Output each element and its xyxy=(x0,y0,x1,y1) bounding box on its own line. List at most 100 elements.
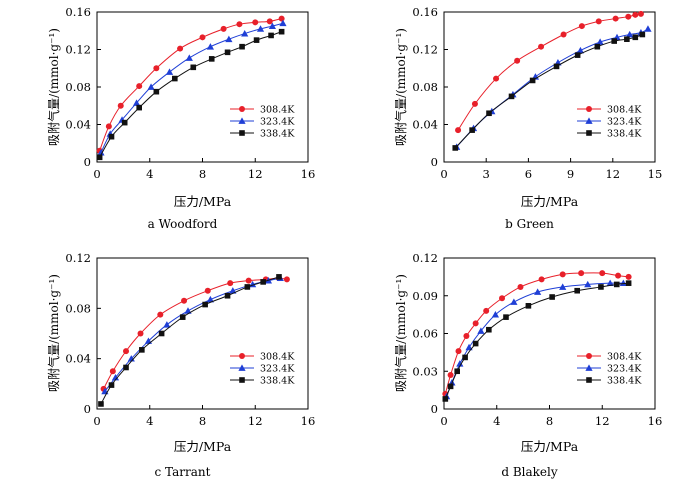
data-point-323.4K xyxy=(456,360,464,367)
y-tick-label: 0.09 xyxy=(412,289,438,303)
data-point-308.4K xyxy=(493,75,500,82)
legend-marker xyxy=(586,106,592,112)
data-point-338.4K xyxy=(179,314,186,320)
data-point-338.4K xyxy=(268,32,274,39)
data-point-323.4K xyxy=(644,25,652,32)
chart-panel-4: 0 4 8 12 16 0 0.03 0.06 0.09 0.12 压力/MPa 吸附气量/(mmol… xyxy=(393,251,662,479)
data-point-338.4K xyxy=(442,396,449,402)
legend-label: 338.4K xyxy=(260,376,295,387)
data-point-308.4K xyxy=(637,10,644,17)
data-point-308.4K xyxy=(514,57,521,64)
series-line-323.4K xyxy=(104,277,281,392)
data-point-308.4K xyxy=(181,297,188,304)
data-point-308.4K xyxy=(204,287,211,294)
data-point-338.4K xyxy=(190,64,197,71)
data-point-308.4K xyxy=(517,283,524,290)
data-point-338.4K xyxy=(639,31,646,38)
data-point-338.4K xyxy=(123,364,129,371)
data-point-323.4K xyxy=(619,279,627,287)
data-point-308.4K xyxy=(599,270,606,277)
legend-label: 338.4K xyxy=(607,376,642,387)
x-tick-label: 16 xyxy=(648,414,663,428)
chart-panel-3: 0 4 8 12 16 0 0.04 0.08 0.12 压力/MPa 吸附气量/(mmol·g⁻¹… xyxy=(46,251,315,479)
data-point-338.4K xyxy=(625,280,632,286)
x-tick-label: 4 xyxy=(146,414,153,428)
data-point-338.4K xyxy=(525,303,532,309)
data-point-323.4K xyxy=(477,327,485,334)
data-point-338.4K xyxy=(503,314,509,320)
legend-label: 308.4K xyxy=(607,352,642,363)
x-axis-label: 压力/MPa xyxy=(521,194,579,209)
legend-label: 323.4K xyxy=(260,364,295,375)
data-point-338.4K xyxy=(452,145,459,151)
data-point-323.4K xyxy=(559,283,567,290)
data-point-323.4K xyxy=(606,279,614,287)
y-tick-label: 0.12 xyxy=(412,43,438,57)
data-point-338.4K xyxy=(624,36,630,42)
y-tick-label: 0.08 xyxy=(412,80,438,94)
data-point-308.4K xyxy=(105,123,112,130)
y-axis-label: 吸附气量/(mmol·g⁻¹) xyxy=(46,28,61,146)
data-point-308.4K xyxy=(578,23,585,30)
legend-marker xyxy=(586,130,592,136)
data-point-338.4K xyxy=(276,274,282,280)
data-point-308.4K xyxy=(137,330,144,337)
data-point-338.4K xyxy=(613,281,620,288)
legend-label: 308.4K xyxy=(260,105,295,116)
data-point-323.4K xyxy=(256,25,265,32)
data-point-338.4K xyxy=(108,382,115,388)
data-point-308.4K xyxy=(625,273,632,280)
y-tick-label: 0 xyxy=(84,155,91,169)
data-point-338.4K xyxy=(108,133,115,140)
legend-marker xyxy=(586,377,592,383)
data-point-338.4K xyxy=(278,28,285,35)
data-point-308.4K xyxy=(117,102,124,109)
data-point-323.4K xyxy=(163,321,171,328)
data-point-323.4K xyxy=(510,298,518,305)
legend-marker xyxy=(239,130,245,136)
data-point-338.4K xyxy=(454,368,460,375)
data-point-323.4K xyxy=(229,287,237,294)
data-point-338.4K xyxy=(224,292,231,299)
legend-label: 338.4K xyxy=(260,129,295,140)
y-tick-label: 0.08 xyxy=(65,80,91,94)
data-point-308.4K xyxy=(615,272,622,279)
data-point-338.4K xyxy=(574,287,580,294)
data-point-323.4K xyxy=(147,83,155,90)
data-point-323.4K xyxy=(626,30,634,38)
data-point-308.4K xyxy=(157,311,164,318)
x-tick-label: 0 xyxy=(440,167,447,181)
data-point-308.4K xyxy=(283,276,290,283)
x-tick-label: 8 xyxy=(199,414,206,428)
y-tick-label: 0.12 xyxy=(65,251,91,265)
y-axis-label: 吸附气量/(mmol·g⁻¹) xyxy=(393,28,408,146)
data-point-338.4K xyxy=(611,38,618,44)
data-point-323.4K xyxy=(206,295,215,303)
data-point-338.4K xyxy=(153,88,160,95)
x-tick-label: 16 xyxy=(301,414,316,428)
data-point-338.4K xyxy=(224,49,231,56)
y-tick-label: 0.16 xyxy=(412,5,438,19)
data-point-308.4K xyxy=(447,372,454,379)
x-tick-label: 4 xyxy=(146,167,153,181)
data-point-323.4K xyxy=(206,43,215,50)
data-point-308.4K xyxy=(625,13,632,20)
x-tick-label: 15 xyxy=(648,167,663,181)
legend-marker xyxy=(239,377,245,383)
data-point-338.4K xyxy=(139,347,145,353)
data-point-308.4K xyxy=(252,19,259,26)
data-point-338.4K xyxy=(508,93,515,100)
y-tick-label: 0.03 xyxy=(412,364,438,378)
data-point-338.4K xyxy=(208,56,215,62)
data-point-338.4K xyxy=(260,279,266,285)
data-point-338.4K xyxy=(202,301,208,308)
data-point-323.4K xyxy=(132,99,141,106)
data-point-338.4K xyxy=(598,284,604,290)
series-line-338.4K xyxy=(99,31,282,158)
data-point-308.4K xyxy=(266,18,273,25)
data-point-338.4K xyxy=(239,43,245,50)
data-point-323.4K xyxy=(225,35,233,43)
data-point-323.4K xyxy=(491,311,500,318)
y-tick-label: 0.06 xyxy=(412,327,438,341)
data-point-308.4K xyxy=(578,270,585,277)
